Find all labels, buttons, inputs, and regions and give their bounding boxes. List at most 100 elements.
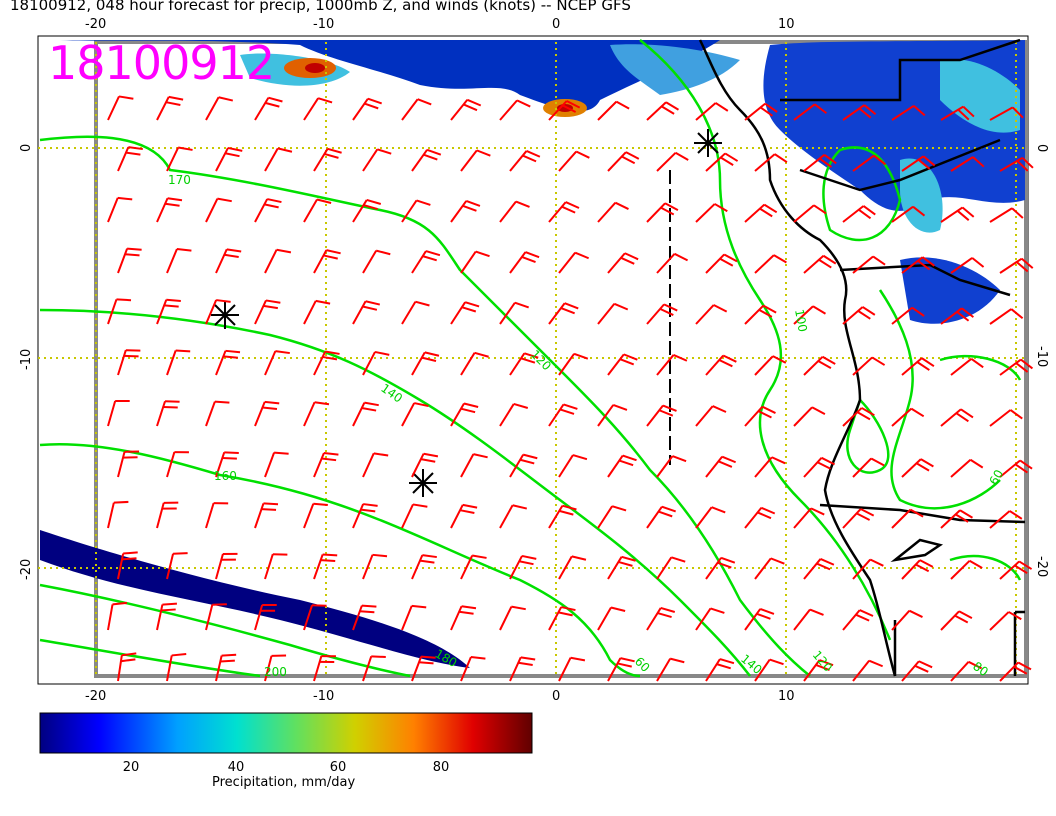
wind-barb: [264, 654, 287, 682]
wind-barb: [558, 251, 590, 274]
wind-barb: [744, 608, 775, 631]
wind-barb: [607, 353, 638, 376]
wind-barb: [646, 404, 677, 427]
wind-barb: [597, 201, 629, 223]
wind-barb: [411, 250, 441, 274]
wind-barb: [156, 298, 181, 325]
wind-barb: [646, 101, 680, 121]
wind-barb: [156, 197, 183, 223]
wind-barb: [303, 299, 331, 325]
wind-barb: [852, 457, 885, 478]
wind-barb: [215, 552, 238, 580]
wind-barb: [303, 502, 328, 529]
wind-barb: [754, 153, 788, 172]
lon-tick-top: 0: [552, 17, 560, 32]
wind-barb: [205, 197, 232, 223]
wind-barb: [362, 350, 390, 376]
wind-barb: [999, 358, 1034, 376]
wind-barb: [460, 149, 491, 172]
wind-barb: [362, 148, 392, 172]
wind-barb: [313, 451, 339, 478]
wind-barb: [215, 146, 243, 172]
wind-barb: [744, 203, 778, 223]
wind-barb: [352, 300, 381, 325]
wind-barb: [656, 556, 686, 580]
wind-barb: [754, 254, 787, 274]
wind-barb: [460, 655, 486, 682]
axis-labels: -20 -10 0 10 -20 -10 0 10 0 -10 -20 0 -1…: [19, 17, 1049, 704]
wind-barb: [793, 305, 827, 325]
date-stamp: 18100912: [48, 36, 275, 90]
wind-barb: [793, 507, 825, 529]
wind-barb: [607, 252, 639, 274]
wind-barb: [842, 407, 875, 427]
wind-barb: [205, 299, 231, 325]
wind-barb: [205, 96, 234, 121]
wind-barb: [597, 606, 626, 631]
lon-tick-bottom: -10: [313, 689, 334, 704]
wind-barb: [901, 256, 935, 274]
wind-barb: [940, 408, 974, 427]
wind-barb: [450, 301, 480, 325]
wind-barb: [303, 604, 327, 631]
wind-barb: [156, 400, 180, 427]
wind-barb: [352, 198, 382, 223]
wind-barb: [950, 660, 983, 682]
wind-barb: [107, 95, 134, 121]
wind-barb: [166, 349, 191, 376]
wind-barb: [803, 355, 836, 376]
wind-barb: [254, 502, 279, 529]
wind-barb: [744, 405, 776, 427]
wind-barb: [205, 400, 230, 427]
wind-barb: [656, 354, 688, 376]
wind-barb: [303, 97, 333, 121]
wind-barb: [450, 200, 481, 223]
wind-barb: [460, 453, 488, 478]
wind-barb: [695, 607, 725, 631]
wind-barb: [548, 504, 577, 529]
wind-barb: [950, 257, 985, 274]
wind-barb: [215, 349, 241, 376]
wind-barb: [695, 405, 727, 427]
wind-barb: [205, 603, 227, 631]
wind-barb: [401, 604, 427, 631]
wind-barb: [558, 656, 586, 682]
wind-barb: [117, 349, 141, 376]
wind-barb: [803, 154, 837, 172]
wind-barb: [401, 300, 430, 325]
wind-barb: [264, 248, 292, 274]
wind-barb: [901, 357, 935, 376]
lat-tick-right: 0: [1034, 144, 1049, 152]
wind-barb: [656, 455, 687, 478]
wind-barb: [362, 655, 386, 682]
wind-barb: [597, 404, 628, 427]
wind-barb: [842, 609, 874, 631]
wind-barb: [803, 659, 834, 682]
colorbar-tick: 60: [329, 760, 347, 775]
wind-barb: [117, 146, 143, 172]
wind-barb: [803, 558, 835, 580]
wind-barb: [597, 505, 627, 529]
chart-title: 18100912, 048 hour forecast for precip, …: [10, 0, 631, 14]
wind-barb: [401, 199, 431, 223]
wind-barb: [656, 657, 685, 682]
lon-tick-bottom: -20: [85, 689, 106, 704]
wind-barb: [754, 456, 786, 478]
wind-barb: [450, 503, 478, 529]
wind-barb: [362, 452, 389, 478]
wind-barb: [646, 505, 677, 529]
wind-barb: [842, 205, 876, 223]
wind-barb: [891, 205, 926, 223]
wind-barb: [901, 660, 933, 682]
wind-barb: [607, 151, 640, 172]
wind-barb: [548, 100, 581, 121]
wind-barb: [352, 604, 377, 631]
wind-barb: [156, 501, 179, 529]
wind-barb: [117, 551, 138, 580]
lat-tick-right: -10: [1034, 346, 1049, 367]
wind-barb: [999, 156, 1034, 172]
wind-barb: [411, 148, 442, 172]
contour-label: 170: [168, 173, 191, 187]
wind-barb: [705, 253, 738, 274]
wind-barb: [646, 202, 679, 223]
